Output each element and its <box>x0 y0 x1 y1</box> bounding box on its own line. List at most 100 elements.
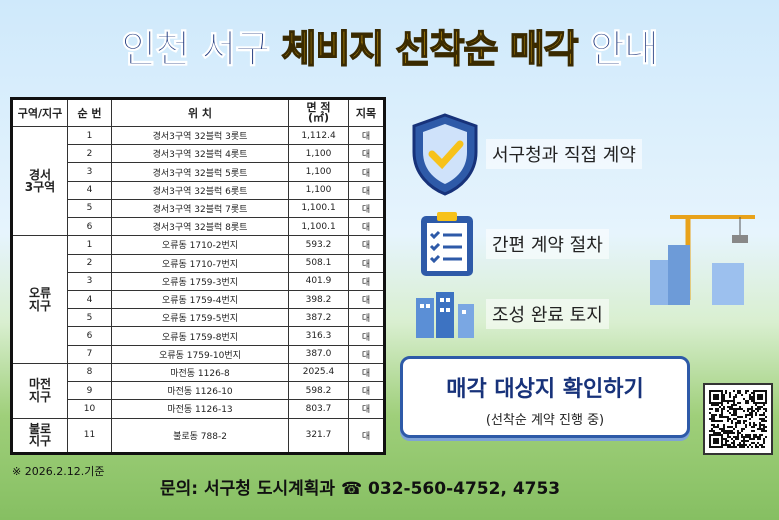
location: 오류동 1759-5번지 <box>111 308 289 328</box>
land-category: 대 <box>348 326 385 346</box>
table-row: 2 오류동 1710-7번지 508.1 대 <box>12 253 385 273</box>
column-header: 구역/지구 <box>11 98 68 127</box>
land-category: 대 <box>348 235 385 255</box>
group-name: 경서 3구역 <box>11 125 68 237</box>
column-header: 면 적 (㎡) <box>288 98 349 127</box>
buildings-icon <box>416 292 474 338</box>
area: 593.2 <box>288 235 349 255</box>
row-number: 11 <box>67 417 112 454</box>
land-category: 대 <box>348 417 385 454</box>
location: 오류동 1759-8번지 <box>111 326 289 346</box>
land-category: 대 <box>348 344 385 364</box>
shield-check-icon <box>412 113 478 196</box>
location: 오류동 1759-4번지 <box>111 289 289 310</box>
column-header: 지목 <box>348 98 385 127</box>
feature-label: 조성 완료 토지 <box>486 299 609 329</box>
group-name: 마전 지구 <box>11 362 68 419</box>
land-category: 대 <box>348 144 385 164</box>
location: 경서3구역 32블럭 6롯트 <box>111 180 289 200</box>
contact-info: 문의: 서구청 도시계획과 ☎ 032-560-4752, 4753 <box>160 479 561 499</box>
check-properties-button[interactable]: 매각 대상지 확인하기 (선착순 계약 진행 중) <box>400 356 690 438</box>
row-number: 5 <box>67 308 112 328</box>
table-row: 5 경서3구역 32블럭 7롯트 1,100.1 대 <box>12 198 385 219</box>
column-header: 위 치 <box>111 98 289 127</box>
row-number: 4 <box>67 289 112 310</box>
location: 오류동 1710-2번지 <box>111 235 289 255</box>
row-number: 2 <box>67 144 112 164</box>
table-row: 9 마전동 1126-10 598.2 대 <box>12 381 385 401</box>
group-name: 불로 지구 <box>11 417 68 454</box>
area: 598.2 <box>288 381 349 401</box>
area: 1,100 <box>288 180 349 200</box>
land-category: 대 <box>348 180 385 200</box>
feature-label: 서구청과 직접 계약 <box>486 139 642 169</box>
land-category: 대 <box>348 308 385 328</box>
location: 불로동 788-2 <box>111 417 289 454</box>
location: 경서3구역 32블럭 5롯트 <box>111 162 289 182</box>
reference-date-note: ※ 2026.2.12.기준 <box>12 465 105 478</box>
location: 오류동 1759-3번지 <box>111 271 289 291</box>
table-row: 6 오류동 1759-8번지 316.3 대 <box>12 326 385 346</box>
area: 321.7 <box>288 417 349 454</box>
land-category: 대 <box>348 253 385 273</box>
column-header: 순 번 <box>67 98 112 127</box>
land-category: 대 <box>348 381 385 401</box>
table-row: 10 마전동 1126-13 803.7 대 <box>12 399 385 419</box>
location: 경서3구역 32블럭 7롯트 <box>111 198 289 219</box>
qr-code[interactable] <box>703 383 773 455</box>
table-row: 오류 지구 1 오류동 1710-2번지 593.2 대 <box>11 235 385 364</box>
land-category: 대 <box>348 271 385 291</box>
row-number: 6 <box>67 326 112 346</box>
table-row: 경서 3구역 1 경서3구역 32블럭 3롯트 1,112.4 대 <box>11 125 385 237</box>
table-row: 6 경서3구역 32블럭 8롯트 1,100.1 대 <box>12 217 385 237</box>
area: 1,100 <box>288 162 349 182</box>
location: 경서3구역 32블럭 4롯트 <box>111 144 289 164</box>
location: 오류동 1710-7번지 <box>111 253 289 273</box>
table-row: 마전 지구 8 마전동 1126-8 2025.4 대 <box>11 362 385 419</box>
row-number: 3 <box>67 162 112 182</box>
table-row: 3 경서3구역 32블럭 5롯트 1,100 대 <box>12 162 385 182</box>
land-category: 대 <box>348 162 385 182</box>
area: 316.3 <box>288 326 349 346</box>
row-number: 10 <box>67 399 112 419</box>
location: 경서3구역 32블럭 3롯트 <box>111 125 289 146</box>
area: 1,100.1 <box>288 198 349 219</box>
land-category: 대 <box>348 217 385 237</box>
cta-subtitle: (선착순 계약 진행 중) <box>485 413 605 428</box>
page-title: 인천 서구 체비지 선착순 매각 안내 <box>121 26 660 72</box>
location: 마전동 1126-10 <box>111 381 289 401</box>
row-number: 4 <box>67 180 112 200</box>
row-number: 3 <box>67 271 112 291</box>
row-number: 5 <box>67 198 112 219</box>
table-row: 5 오류동 1759-5번지 387.2 대 <box>12 308 385 328</box>
row-number: 7 <box>67 344 112 364</box>
area: 401.9 <box>288 271 349 291</box>
feature-simple-procedure: 간편 계약 절차 <box>418 210 609 278</box>
table-row: 4 오류동 1759-4번지 398.2 대 <box>12 289 385 310</box>
area: 398.2 <box>288 289 349 310</box>
area: 2025.4 <box>288 362 349 383</box>
table-row: 2 경서3구역 32블럭 4롯트 1,100 대 <box>12 144 385 164</box>
table-row: 불로 지구 11 불로동 788-2 321.7 대 <box>11 417 385 454</box>
land-category: 대 <box>348 362 385 383</box>
row-number: 6 <box>67 217 112 237</box>
row-number: 1 <box>67 125 112 146</box>
land-category: 대 <box>348 289 385 310</box>
table-row: 3 오류동 1759-3번지 401.9 대 <box>12 271 385 291</box>
group-name: 오류 지구 <box>11 235 68 364</box>
row-number: 2 <box>67 253 112 273</box>
area: 1,100.1 <box>288 217 349 237</box>
area: 1,100 <box>288 144 349 164</box>
feature-completed-land: 조성 완료 토지 <box>412 290 609 338</box>
table-row: 7 오류동 1759-10번지 387.0 대 <box>12 344 385 364</box>
land-category: 대 <box>348 399 385 419</box>
feature-label: 간편 계약 절차 <box>486 229 609 259</box>
crane-buildings-illustration <box>650 215 755 305</box>
land-category: 대 <box>348 125 385 146</box>
area: 387.0 <box>288 344 349 364</box>
row-number: 1 <box>67 235 112 255</box>
cta-title: 매각 대상지 확인하기 <box>446 377 644 402</box>
row-number: 9 <box>67 381 112 401</box>
area: 1,112.4 <box>288 125 349 146</box>
